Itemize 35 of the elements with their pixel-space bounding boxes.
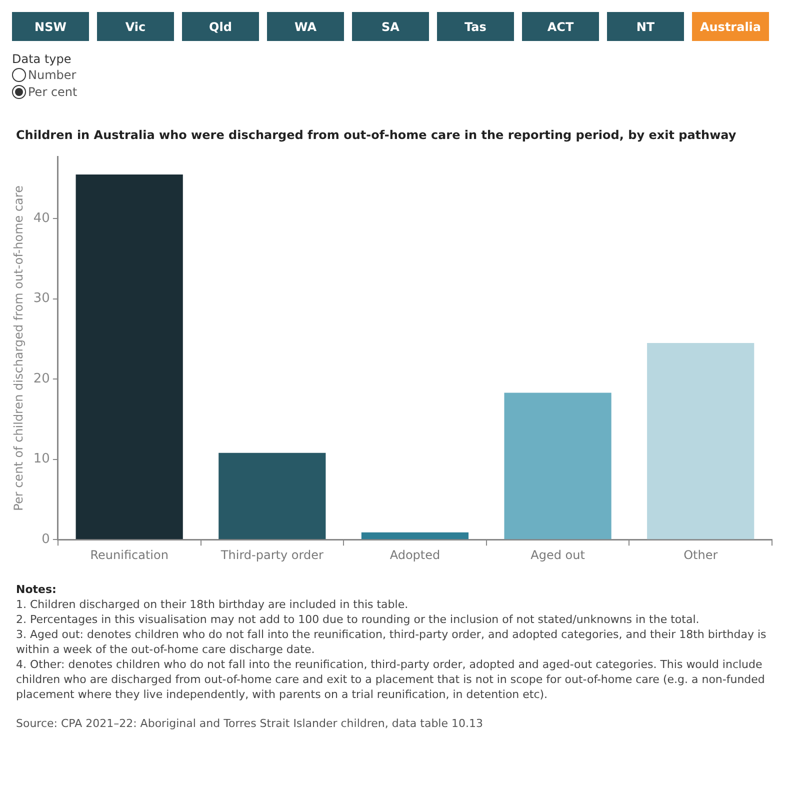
text: 2. Percentages in this visualisation may not add to 100 due to rounding or the inclusion of not stated/unknowns in the total. <box>16 612 700 627</box>
bar <box>647 342 754 540</box>
y-tick-label: 30 <box>33 291 50 306</box>
text: 1. Children discharged on their 18th birthday are included in this table. <box>16 597 410 612</box>
text: 4. Other: denotes children who do not fall into the reunification, third-party order, adopted and aged-out categories. This would include children who are discharged from out-of-home care and exit to a placement that is not in scope for out-of-home care (e.g. a non-funded placement where they live independently, with parents on a trial reunification, in detention etc). <box>16 657 766 702</box>
bar <box>504 392 612 540</box>
text: Per cent <box>28 84 78 98</box>
text: Number <box>28 68 76 82</box>
bar <box>361 532 469 540</box>
filter-button: NSW <box>12 12 89 41</box>
bar <box>218 452 326 540</box>
x-tick-label: Adopted <box>390 548 440 562</box>
bar <box>76 174 183 540</box>
chart-title: Children in Australia who were discharged from out-of-home care in the reporting period, by exit pathway <box>16 128 738 142</box>
y-tick-label: 0 <box>42 532 50 547</box>
x-tick-label: Other <box>684 548 718 562</box>
y-tick-label: 10 <box>33 452 50 467</box>
filter-button: ACT <box>522 12 599 41</box>
filter-button: NT <box>607 12 684 41</box>
text: Notes: <box>16 582 58 597</box>
x-tick-label: Aged out <box>530 548 586 562</box>
filter-button: Tas <box>437 12 514 41</box>
filter-button: Vic <box>97 12 174 41</box>
text: Data type <box>12 52 72 66</box>
filter-button: WA <box>267 12 344 41</box>
y-axis-title: Per cent of children discharged from out-of-home care <box>11 186 26 511</box>
x-tick-label: Reunification <box>90 548 168 562</box>
text: 3. Aged out: denotes children who do not fall into the reunification, third-party order, and adopted categories, and their 18th birthday is within a week of the out-of-home care discharge date. <box>16 627 768 657</box>
x-tick-label: Third-party order <box>220 548 324 562</box>
filter-button: Qld <box>182 12 259 41</box>
filter-button: SA <box>352 12 429 41</box>
filter-button: Australia <box>692 12 769 41</box>
y-tick-label: 40 <box>33 210 50 226</box>
source-note: Source: CPA 2021–22: Aboriginal and Torres Strait Islander children, data table 10.13 <box>16 716 484 731</box>
y-tick-label: 20 <box>33 371 50 386</box>
